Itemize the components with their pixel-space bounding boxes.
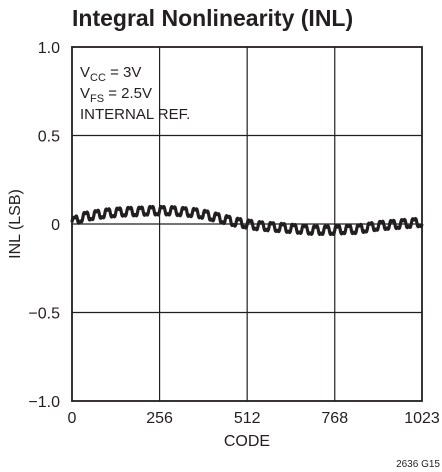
x-tick-label: 1023 bbox=[404, 410, 440, 427]
plot-frame bbox=[71, 46, 423, 402]
chart-title: Integral Nonlinearity (INL) bbox=[72, 5, 353, 31]
y-tick-label: 0 bbox=[51, 217, 60, 234]
x-tick-label: 768 bbox=[321, 410, 348, 427]
x-tick-label: 256 bbox=[146, 410, 173, 427]
figure-id: 2636 G15 bbox=[396, 459, 440, 470]
annotation-vcc-main: V bbox=[80, 64, 90, 81]
annotation-vfs-rest: = 2.5V bbox=[104, 85, 152, 102]
y-tick-label: −1.0 bbox=[28, 394, 60, 411]
x-axis-label: CODE bbox=[224, 433, 270, 450]
annotation-vcc-sub: CC bbox=[90, 72, 106, 84]
y-tick-label: 0.5 bbox=[38, 129, 60, 146]
annotation-vfs-sub: FS bbox=[90, 93, 104, 105]
inl-series-line bbox=[70, 204, 424, 237]
y-tick-label: −0.5 bbox=[28, 306, 60, 323]
annotation-vcc: VCC = 3V bbox=[80, 64, 141, 84]
y-tick-label: 1.0 bbox=[38, 40, 60, 57]
condition-annotations: VCC = 3V VFS = 2.5V INTERNAL REF. bbox=[80, 64, 190, 123]
y-axis-label: INL (LSB) bbox=[7, 189, 24, 259]
annotation-vfs-main: V bbox=[80, 85, 90, 102]
x-tick-label: 512 bbox=[234, 410, 261, 427]
x-tick-label: 0 bbox=[68, 410, 77, 427]
annotation-vcc-rest: = 3V bbox=[106, 64, 141, 81]
annotation-ref: INTERNAL REF. bbox=[80, 106, 190, 123]
annotation-vfs: VFS = 2.5V bbox=[80, 85, 152, 105]
